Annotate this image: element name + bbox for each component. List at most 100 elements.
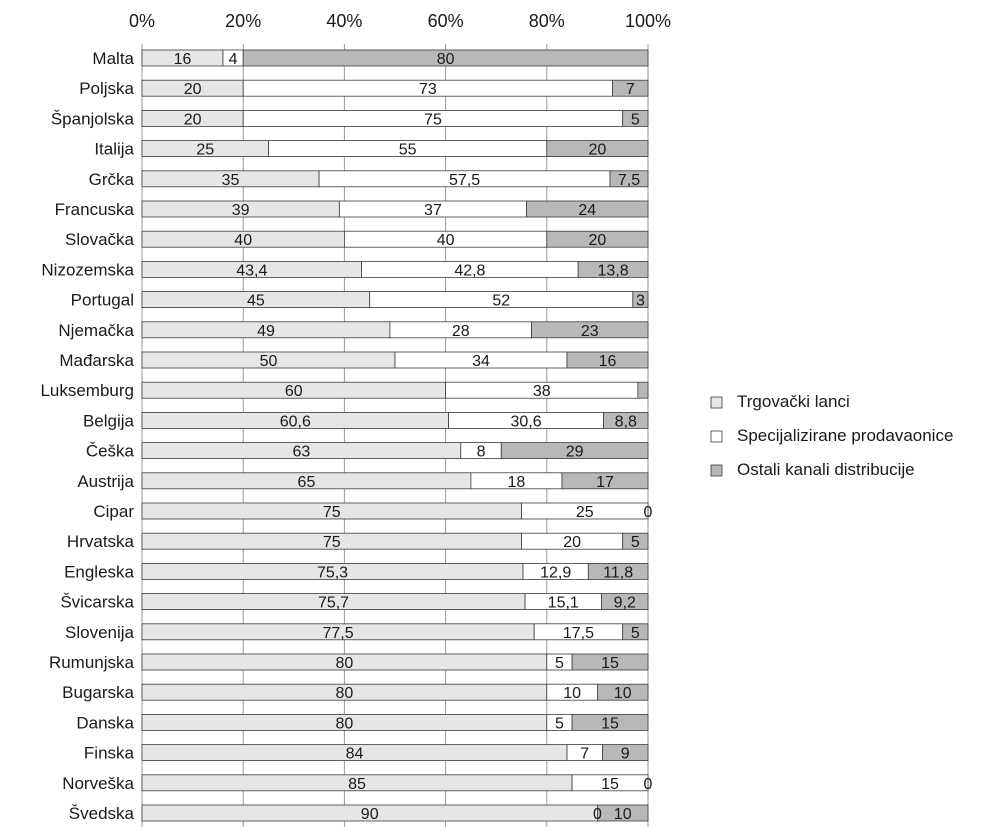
bar-segment bbox=[531, 321, 649, 339]
data-label: 20 bbox=[589, 232, 607, 249]
data-label: 34 bbox=[472, 353, 490, 370]
data-label: 8,8 bbox=[615, 413, 637, 430]
category-label: Norveška bbox=[62, 774, 134, 793]
category-label: Nizozemska bbox=[41, 260, 134, 279]
data-label: 5 bbox=[631, 625, 640, 642]
bar-segment bbox=[571, 653, 649, 671]
data-label: 12,9 bbox=[540, 564, 571, 581]
data-label: 7 bbox=[580, 746, 589, 763]
data-label: 5 bbox=[555, 715, 564, 732]
data-label: 85 bbox=[348, 776, 366, 793]
data-label: 23 bbox=[581, 323, 599, 340]
bar-segment bbox=[632, 291, 649, 309]
bar-segment bbox=[242, 49, 649, 67]
data-label: 75,7 bbox=[318, 595, 349, 612]
data-label: 60 bbox=[285, 383, 303, 400]
data-label: 29 bbox=[566, 444, 584, 461]
data-label: 45 bbox=[247, 293, 265, 310]
data-label: 16 bbox=[174, 51, 192, 68]
bar-segment bbox=[577, 260, 649, 278]
legend-label: Ostali kanali distribucije bbox=[737, 460, 915, 479]
data-label: 80 bbox=[336, 685, 354, 702]
category-label: Španjolska bbox=[51, 109, 135, 128]
bar-segment bbox=[597, 804, 649, 822]
bar-segment bbox=[587, 563, 649, 580]
data-label: 20 bbox=[184, 111, 202, 128]
data-label: 20 bbox=[184, 81, 202, 98]
category-label: Rumunjska bbox=[49, 653, 135, 672]
x-tick-label: 80% bbox=[529, 11, 565, 31]
x-axis-ticks: 0% 20% 40% 60% 80% 100% bbox=[129, 11, 671, 31]
data-label: 60,6 bbox=[280, 413, 311, 430]
bar-segment bbox=[622, 532, 649, 550]
category-label: Austrija bbox=[77, 472, 134, 491]
data-label: 9,2 bbox=[614, 595, 636, 612]
data-label: 0 bbox=[644, 776, 653, 793]
data-label: 10 bbox=[614, 685, 632, 702]
data-label: 18 bbox=[508, 474, 526, 491]
category-label: Švicarska bbox=[60, 593, 134, 612]
data-label: 3 bbox=[636, 293, 645, 310]
data-label: 73 bbox=[419, 81, 437, 98]
bar-segment bbox=[637, 381, 649, 399]
data-label: 50 bbox=[260, 353, 278, 370]
data-label: 39 bbox=[232, 202, 250, 219]
data-label: 90 bbox=[361, 806, 379, 823]
category-label: Njemačka bbox=[58, 321, 134, 340]
data-label: 80 bbox=[437, 51, 455, 68]
data-label: 25 bbox=[576, 504, 594, 521]
legend-swatch bbox=[710, 464, 723, 477]
data-label: 20 bbox=[563, 534, 581, 551]
data-label: 17,5 bbox=[563, 625, 594, 642]
data-label: 0 bbox=[644, 504, 653, 521]
legend-swatch bbox=[710, 430, 723, 443]
data-label: 30,6 bbox=[510, 413, 541, 430]
data-label: 75 bbox=[323, 504, 341, 521]
data-label: 40 bbox=[234, 232, 252, 249]
category-label: Mađarska bbox=[59, 351, 134, 370]
data-label: 28 bbox=[452, 323, 470, 340]
data-label: 37 bbox=[424, 202, 442, 219]
data-label: 75 bbox=[424, 111, 442, 128]
bar-segment bbox=[561, 472, 649, 490]
data-label: 15 bbox=[601, 655, 619, 672]
data-label: 77,5 bbox=[323, 625, 354, 642]
data-label: 80 bbox=[336, 715, 354, 732]
data-label: 10 bbox=[614, 806, 632, 823]
data-label: 52 bbox=[492, 293, 510, 310]
data-label: 7,5 bbox=[618, 172, 640, 189]
data-label: 43,4 bbox=[236, 262, 267, 279]
data-label: 9 bbox=[621, 746, 630, 763]
bar-segment bbox=[609, 170, 649, 188]
bar-segment bbox=[526, 200, 649, 218]
bar-segment bbox=[571, 714, 649, 731]
legend-swatch bbox=[710, 396, 723, 409]
category-label: Češka bbox=[86, 442, 135, 461]
data-label: 5 bbox=[631, 534, 640, 551]
data-label: 75,3 bbox=[317, 564, 348, 581]
category-label: Luksemburg bbox=[40, 381, 134, 400]
bar-segment bbox=[500, 442, 649, 460]
data-label: 84 bbox=[346, 746, 364, 763]
bar-segment bbox=[546, 230, 649, 248]
data-label: 80 bbox=[336, 655, 354, 672]
category-label: Švedska bbox=[69, 804, 135, 823]
category-label: Malta bbox=[92, 49, 134, 68]
legend-label: Specijalizirane prodavaonice bbox=[737, 426, 953, 445]
x-tick-label: 0% bbox=[129, 11, 155, 31]
data-label: 15 bbox=[601, 715, 619, 732]
bar-segment bbox=[603, 411, 649, 429]
category-label: Francuska bbox=[55, 200, 135, 219]
data-label: 5 bbox=[555, 655, 564, 672]
data-label: 4 bbox=[229, 51, 238, 68]
data-label: 17 bbox=[596, 474, 614, 491]
bar-segment bbox=[601, 593, 649, 610]
data-label: 7 bbox=[626, 81, 635, 98]
category-label: Slovačka bbox=[65, 230, 135, 249]
x-tick-label: 100% bbox=[625, 11, 671, 31]
x-tick-label: 60% bbox=[428, 11, 464, 31]
data-label: 15 bbox=[601, 776, 619, 793]
bar-segment bbox=[612, 79, 649, 97]
